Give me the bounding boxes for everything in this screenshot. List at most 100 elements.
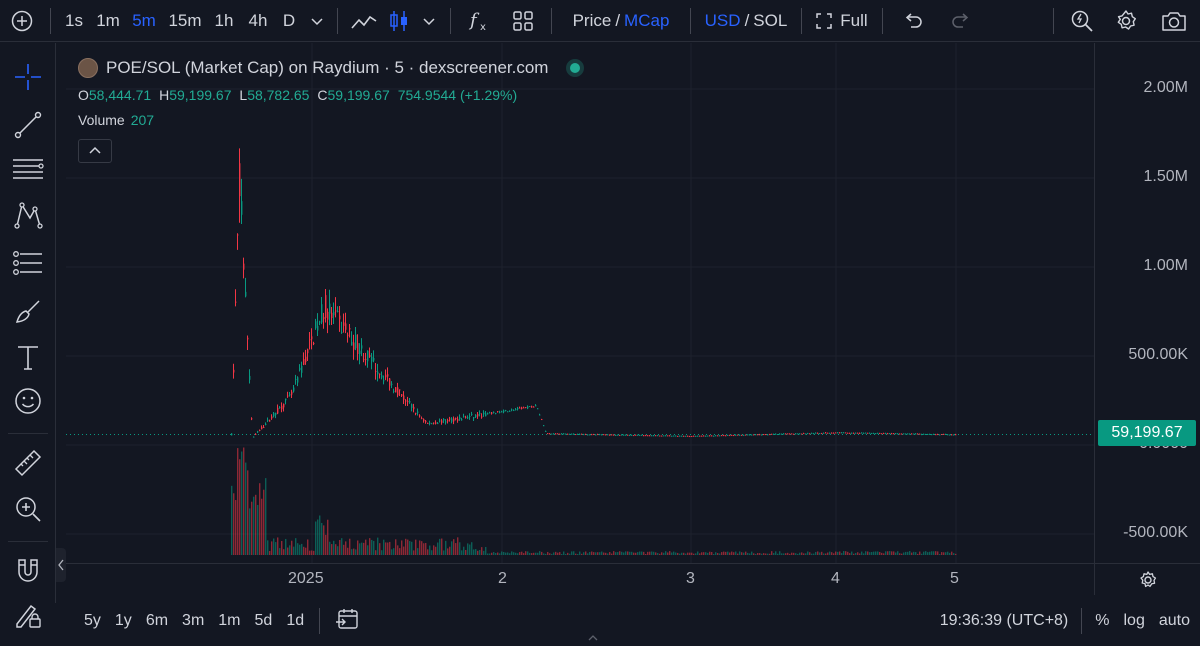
interval-d[interactable]: D — [275, 0, 303, 42]
price-toggle-label[interactable]: Price — [572, 10, 612, 30]
separator-slash: / — [744, 10, 750, 30]
volume-bar — [597, 552, 599, 555]
crosshair-tool[interactable] — [0, 57, 56, 97]
candle-body — [749, 434, 751, 436]
volume-bar — [611, 553, 613, 555]
trend-line-tool[interactable] — [0, 105, 56, 145]
volume-bar — [379, 543, 381, 555]
line-chart-button[interactable] — [344, 0, 384, 42]
mcap-toggle-label[interactable]: MCap — [624, 10, 670, 30]
settings-button[interactable] — [1104, 0, 1148, 42]
symbol-legend[interactable]: POE/SOL (Market Cap) on Raydium · 5 · de… — [78, 58, 581, 78]
currency-toggle[interactable]: USD / SOL — [697, 0, 795, 42]
time-axis[interactable]: 2025 2 3 4 5 — [66, 563, 1094, 595]
sol-toggle-label[interactable]: SOL — [753, 10, 788, 30]
candles-button[interactable] — [384, 0, 414, 42]
candle-body — [747, 434, 749, 436]
calendar-arrow-icon — [336, 608, 358, 629]
zoom-tool[interactable] — [0, 489, 56, 529]
fullscreen-button[interactable]: Full — [808, 0, 876, 42]
measure-tool[interactable] — [0, 443, 56, 483]
interval-dropdown[interactable] — [303, 0, 331, 42]
candle-body — [939, 434, 941, 436]
volume-bar — [713, 553, 715, 555]
range-6m[interactable]: 6m — [145, 612, 169, 629]
price-axis[interactable]: 2.00M 1.50M 1.00M 500.00K 0.0000 -500.00… — [1094, 43, 1200, 563]
interval-1s[interactable]: 1s — [57, 0, 91, 42]
interval-5m[interactable]: 5m — [125, 0, 163, 42]
toolbar-collapse-handle[interactable] — [56, 548, 66, 582]
price-chart[interactable] — [66, 43, 1094, 563]
add-symbol-button[interactable] — [0, 0, 44, 42]
candle-body — [317, 325, 319, 331]
volume-bar — [849, 553, 851, 555]
magnet-tool[interactable] — [0, 551, 56, 591]
candle-body — [913, 433, 915, 435]
range-1m[interactable]: 1m — [218, 612, 241, 629]
chart-type-dropdown[interactable] — [414, 0, 444, 42]
range-3m[interactable]: 3m — [182, 612, 205, 629]
volume-bar — [645, 553, 647, 555]
candle-body — [341, 331, 343, 333]
volume-bar — [935, 551, 937, 555]
redo-icon — [952, 12, 969, 28]
lock-drawings-tool[interactable] — [0, 595, 56, 635]
log-scale-toggle[interactable]: log — [1123, 612, 1145, 629]
prediction-tool[interactable] — [0, 243, 56, 283]
range-5y[interactable]: 5y — [84, 612, 101, 629]
volume-bar — [377, 537, 379, 555]
auto-scale-toggle[interactable]: auto — [1158, 612, 1190, 629]
usd-toggle-label[interactable]: USD — [704, 10, 741, 30]
candle-body — [469, 416, 471, 418]
percent-scale-toggle[interactable]: % — [1095, 612, 1110, 629]
volume-bar — [257, 504, 259, 555]
volume-bar — [637, 552, 639, 555]
range-1d[interactable]: 1d — [286, 612, 305, 629]
range-1y[interactable]: 1y — [114, 612, 132, 629]
chevron-left-icon — [58, 559, 64, 571]
undo-button[interactable] — [889, 0, 937, 42]
volume-bar — [529, 552, 531, 555]
volume-bar — [409, 541, 411, 555]
interval-1h[interactable]: 1h — [207, 0, 241, 42]
close-value: 59,199.67 — [327, 87, 390, 103]
brush-tool[interactable] — [0, 291, 56, 331]
quick-search-button[interactable] — [1060, 0, 1104, 42]
redo-button[interactable] — [937, 0, 985, 42]
candle-body — [365, 358, 367, 360]
chevron-up-small-icon[interactable] — [588, 634, 598, 642]
range-5d[interactable]: 5d — [254, 612, 273, 629]
candle-body — [329, 303, 331, 314]
emoji-tool[interactable] — [0, 381, 56, 421]
interval-15m[interactable]: 15m — [163, 0, 207, 42]
legend-collapse-button[interactable] — [78, 139, 112, 163]
volume-bar — [603, 552, 605, 555]
candle-body — [393, 390, 395, 392]
candle-body — [347, 334, 349, 336]
volume-bar — [343, 544, 345, 555]
interval-4h[interactable]: 4h — [241, 0, 275, 42]
trend-line-icon — [14, 111, 42, 139]
layouts-button[interactable] — [501, 0, 545, 42]
candle-body — [739, 434, 741, 436]
axis-settings-button[interactable] — [1094, 563, 1200, 595]
pattern-tool[interactable] — [0, 195, 56, 235]
volume-legend[interactable]: Volume 207 — [78, 112, 154, 128]
go-to-date-button[interactable] — [335, 607, 359, 636]
volume-bar — [543, 553, 545, 555]
volume-bar — [703, 552, 705, 555]
volume-bar — [809, 552, 811, 555]
fib-tool[interactable] — [0, 149, 56, 189]
candle-body — [805, 433, 807, 435]
candle-body — [763, 434, 765, 436]
price-mcap-toggle[interactable]: Price / MCap — [558, 0, 684, 42]
candle-body — [671, 435, 673, 437]
clock-timezone[interactable]: 19:36:39 (UTC+8) — [939, 612, 1069, 629]
snapshot-button[interactable] — [1148, 0, 1200, 42]
volume-bar — [335, 544, 337, 555]
interval-1m[interactable]: 1m — [91, 0, 125, 42]
candle-body — [735, 434, 737, 436]
text-tool[interactable] — [0, 337, 56, 377]
candle-body — [923, 433, 925, 435]
